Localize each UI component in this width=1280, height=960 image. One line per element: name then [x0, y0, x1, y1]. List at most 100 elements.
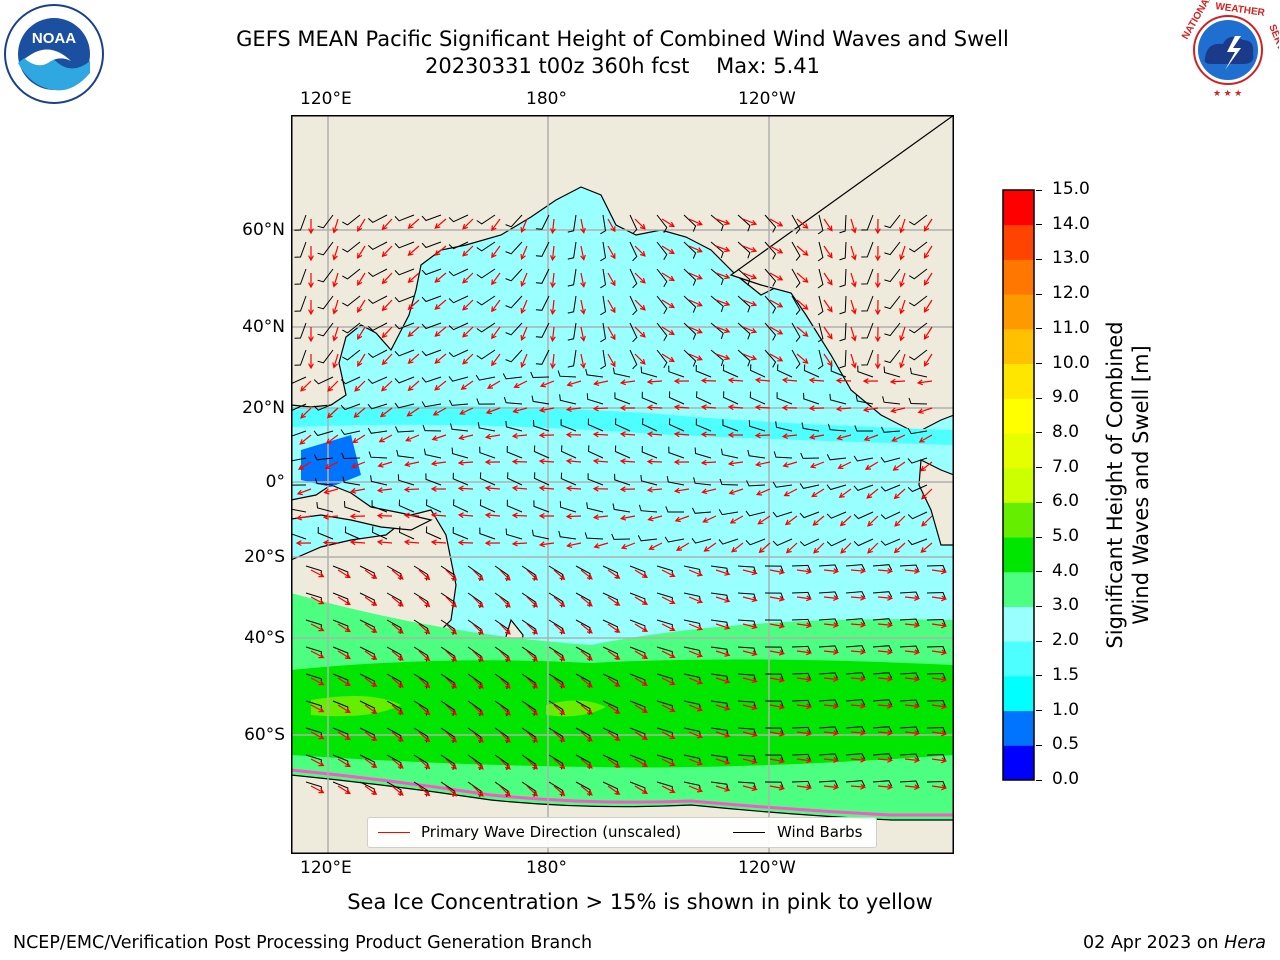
wave-direction-arrow [839, 515, 852, 527]
wave-direction-arrow [796, 272, 809, 283]
wind-barb [317, 241, 334, 256]
wave-direction-arrow [619, 379, 636, 386]
wave-direction-arrow [661, 758, 676, 767]
wind-barb [587, 445, 604, 459]
wave-direction-arrow [715, 650, 731, 657]
wind-barb [394, 322, 415, 330]
wind-barb [291, 508, 307, 513]
wave-direction-arrow [634, 677, 649, 686]
wave-direction-arrow [715, 353, 731, 361]
wave-direction-arrow [874, 272, 881, 289]
wind-barb [818, 753, 838, 760]
wind-barb [506, 472, 523, 486]
wind-barb [839, 241, 847, 261]
wave-direction-arrow [867, 542, 879, 554]
wave-direction-arrow [565, 406, 582, 413]
colorbar-tick-label: 4.0 [1052, 560, 1080, 581]
wind-barb [557, 370, 577, 378]
wave-direction-arrow [462, 218, 474, 230]
wind-barb [880, 511, 901, 520]
wave-direction-arrow [688, 731, 704, 739]
wave-direction-arrow [700, 404, 717, 411]
wind-barb [695, 364, 712, 378]
wave-direction-arrow [742, 272, 758, 280]
wave-direction-arrow [796, 676, 813, 683]
wind-barb [737, 349, 751, 367]
wave-direction-arrow [634, 218, 646, 230]
wave-direction-arrow [688, 569, 704, 577]
lat-label-60n: 60°N [242, 220, 285, 240]
wind-barb [722, 419, 739, 432]
wave-direction-arrow [796, 353, 809, 364]
wind-barb [505, 528, 523, 540]
wind-barb [854, 425, 873, 432]
wind-barb [899, 618, 919, 625]
wave-direction-arrow [566, 380, 582, 387]
wave-direction-arrow [472, 569, 484, 581]
wind-barb [394, 214, 415, 222]
wind-barb [899, 672, 919, 679]
wind-barb [505, 322, 523, 336]
wave-direction-arrow [491, 218, 501, 232]
wave-direction-arrow [553, 785, 566, 797]
wave-direction-arrow [499, 677, 511, 689]
colorbar-tick-label: 9.0 [1052, 387, 1080, 408]
wave-direction-arrow [445, 569, 457, 581]
colorbar-tick-mark [1036, 224, 1042, 226]
wave-direction-arrow [688, 326, 703, 334]
wave-direction-arrow [511, 433, 528, 439]
wave-direction-arrow [634, 569, 649, 578]
wave-direction-arrow [457, 485, 474, 492]
wave-direction-arrow [796, 703, 813, 710]
wave-direction-arrow [381, 245, 393, 258]
wave-direction-arrow [538, 512, 555, 519]
colorbar-tick-label: 5.0 [1052, 526, 1080, 547]
colorbar-tick-label: 8.0 [1052, 421, 1080, 442]
wave-direction-arrow [381, 299, 393, 312]
wind-barb [880, 457, 901, 463]
wind-barb [398, 499, 415, 513]
wave-direction-arrow [850, 783, 867, 790]
wave-direction-arrow [850, 272, 857, 288]
wave-direction-arrow [850, 245, 857, 261]
wave-direction-arrow [796, 326, 809, 337]
wave-direction-arrow [808, 433, 825, 440]
wave-direction-arrow [357, 299, 366, 313]
wave-direction-arrow [715, 326, 731, 334]
wind-barb [908, 322, 928, 334]
wave-band-low-wp [301, 435, 361, 487]
wave-direction-arrow [337, 758, 351, 768]
wind-barb [683, 268, 697, 286]
wave-direction-arrow [513, 380, 528, 388]
wave-direction-arrow [550, 245, 556, 262]
wind-barb [749, 364, 766, 378]
wind-barb [448, 295, 469, 304]
wave-direction-arrow [553, 650, 566, 662]
wave-direction-arrow [322, 514, 339, 520]
wind-barb [575, 565, 591, 580]
wind-barb [737, 700, 757, 708]
wind-barb [506, 499, 523, 513]
wind-barb [448, 399, 469, 406]
colorbar-tick-label: 3.0 [1052, 595, 1080, 616]
wave-direction-arrow [727, 377, 744, 384]
wind-barb [764, 646, 784, 653]
wind-barb [926, 726, 946, 734]
wave-direction-arrow [592, 405, 609, 412]
wave-direction-arrow [407, 218, 420, 230]
wave-direction-arrow [296, 488, 312, 496]
wind-barb [316, 501, 334, 513]
wave-direction-arrow [580, 623, 593, 634]
wind-barb [799, 483, 820, 489]
wind-barb [291, 484, 307, 486]
wave-direction-arrow [484, 485, 501, 492]
wave-direction-arrow [407, 353, 420, 365]
wind-barb [421, 322, 442, 330]
wind-barb [845, 591, 866, 598]
wind-barb [395, 426, 415, 433]
wind-barb [826, 538, 847, 547]
wind-barb [694, 447, 712, 459]
wind-barb [656, 322, 668, 342]
colorbar-tick-label: 7.0 [1052, 456, 1080, 477]
wind-barb [664, 536, 685, 543]
